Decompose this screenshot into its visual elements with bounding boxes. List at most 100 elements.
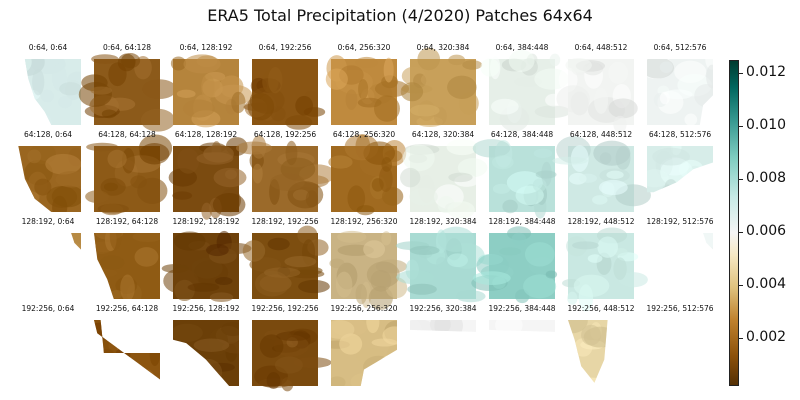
patch-texture — [565, 57, 592, 73]
patch-r0-c3 — [243, 59, 326, 130]
patch-texture — [533, 148, 553, 158]
patch-texture — [269, 173, 305, 191]
patch-texture — [251, 135, 267, 159]
patch-texture — [697, 195, 710, 203]
patch-texture — [556, 85, 590, 113]
patch-texture — [292, 189, 310, 201]
patch-r1-c3 — [235, 135, 336, 212]
patch-texture — [549, 53, 561, 67]
patch-texture — [173, 378, 196, 386]
patch-texture — [298, 279, 330, 294]
patch-r3-c7 — [568, 320, 632, 383]
patch-texture — [101, 109, 117, 119]
patch-texture — [651, 226, 688, 243]
patch-texture — [242, 240, 266, 262]
patch-texture — [284, 255, 317, 268]
patch-texture — [86, 142, 119, 152]
patch-texture — [266, 372, 281, 389]
patch-texture — [537, 347, 550, 367]
patch-label: 64:128, 384:448 — [490, 130, 554, 139]
patch-label: 192:256, 256:320 — [330, 304, 398, 313]
patch-texture — [129, 373, 160, 380]
patch-texture — [491, 155, 514, 170]
patch-texture — [53, 271, 69, 299]
patch-texture — [455, 290, 486, 303]
patch-r1-c1 — [85, 134, 173, 216]
patch-r0-c8 — [647, 59, 713, 125]
patch-texture — [331, 376, 346, 386]
patch-texture — [110, 289, 123, 299]
patch-texture — [24, 59, 32, 73]
patch-texture — [409, 187, 438, 206]
patch-texture — [581, 324, 602, 346]
patch-r1-c5 — [400, 138, 488, 219]
patch-texture — [650, 262, 675, 285]
patch-texture — [201, 202, 212, 220]
patch-texture — [568, 348, 579, 358]
patch-texture — [259, 334, 284, 358]
patch-texture — [137, 362, 160, 380]
patch-texture — [429, 362, 452, 382]
patch-label: 128:192, 0:64 — [21, 217, 75, 226]
patch-texture — [447, 253, 468, 268]
patch-texture — [209, 292, 234, 303]
colorbar-tick-label: 0.012 — [746, 64, 787, 81]
patch-texture — [177, 148, 200, 174]
patch-texture — [402, 144, 435, 172]
patch-texture — [472, 271, 511, 286]
patch-texture — [331, 320, 355, 339]
patch-texture — [420, 71, 454, 89]
patch-texture — [104, 380, 141, 389]
patch-r1-c0 — [18, 146, 81, 212]
patch-texture — [31, 259, 48, 277]
patch-texture — [615, 330, 632, 344]
patch-texture — [400, 167, 421, 188]
patch-texture — [676, 229, 698, 249]
patch-r2-c2 — [161, 230, 252, 303]
patch-texture — [524, 242, 555, 267]
patch-texture — [416, 370, 442, 390]
patch-label: 0:64, 192:256 — [258, 43, 312, 52]
patch-label: 64:128, 448:512 — [569, 130, 633, 139]
patch-texture — [36, 113, 52, 125]
patch-texture — [480, 58, 500, 77]
patch-texture — [448, 54, 466, 66]
patch-label: 128:192, 128:192 — [172, 217, 240, 226]
patch-texture — [688, 259, 707, 277]
patch-texture — [25, 252, 51, 267]
patch-fill — [71, 233, 81, 250]
patch-texture — [18, 281, 31, 301]
patch-texture — [252, 163, 263, 184]
patch-r3-c4 — [331, 320, 397, 386]
patch-texture — [197, 373, 217, 386]
patch-texture — [328, 155, 353, 169]
patch-texture — [48, 257, 61, 274]
patch-texture — [608, 61, 629, 84]
patch-texture — [149, 342, 160, 367]
patch-texture — [578, 173, 597, 183]
patch-texture — [18, 236, 31, 252]
patch-texture — [656, 191, 670, 193]
patch-texture — [502, 199, 518, 214]
patch-texture — [120, 274, 135, 299]
patch-texture — [495, 320, 523, 332]
patch-texture — [381, 231, 392, 246]
patch-texture — [366, 320, 380, 334]
patch-texture — [684, 113, 698, 125]
patch-texture — [396, 270, 434, 285]
patch-texture — [172, 191, 193, 200]
patch-texture — [532, 335, 564, 345]
patch-texture — [355, 134, 371, 159]
patch-label: 64:128, 64:128 — [98, 130, 156, 139]
patch-texture — [108, 62, 127, 87]
patch-texture — [486, 360, 501, 386]
patch-texture — [703, 233, 713, 248]
patch-texture — [213, 167, 247, 188]
patch-texture — [371, 338, 397, 347]
patch-texture — [400, 82, 424, 102]
patch-texture — [486, 348, 521, 367]
patch-texture — [460, 372, 474, 395]
patch-texture — [492, 183, 511, 194]
patch-texture — [417, 47, 441, 71]
colorbar-tick — [739, 179, 743, 181]
